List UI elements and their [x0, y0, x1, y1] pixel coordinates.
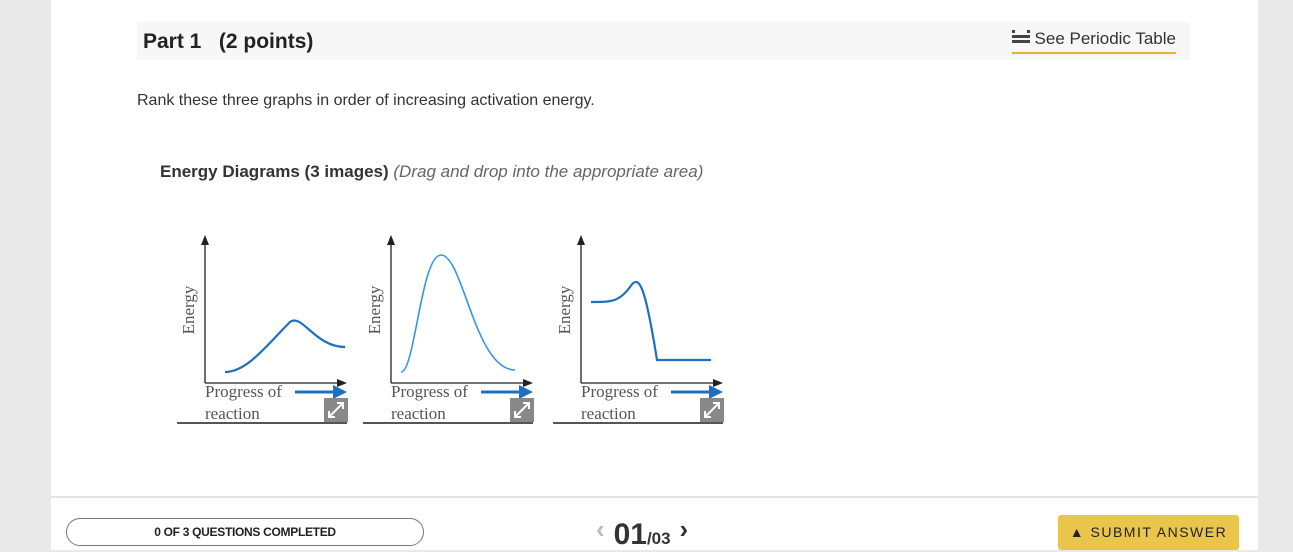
y-label: Energy	[179, 285, 198, 334]
x-label: reaction	[581, 404, 636, 423]
points: (2 points)	[218, 30, 314, 53]
separator	[51, 496, 1258, 498]
progress-arrowhead	[519, 385, 533, 399]
energy-diagram[interactable]: Energy Progress of reaction	[363, 235, 535, 427]
energy-diagram[interactable]: Energy Progress of reaction	[553, 235, 725, 427]
link-text[interactable]: See Periodic Table	[1034, 29, 1176, 48]
expand-icon	[328, 402, 344, 418]
part-title: Part 1 (2 points)	[143, 30, 313, 54]
submit-button[interactable]: ▲ SUBMIT ANSWER	[1058, 515, 1239, 550]
part-header: Part 1 (2 points) See Periodic Table	[137, 22, 1190, 60]
progress: 0 OF 3 QUESTIONS COMPLETED	[66, 518, 424, 546]
y-arrow	[577, 235, 585, 245]
content: Part 1 (2 points) See Periodic Table Ran…	[51, 0, 1258, 552]
energy-curve	[224, 319, 346, 374]
question: Rank these three graphs in order of incr…	[137, 92, 595, 109]
progress-arrowhead	[709, 385, 723, 399]
expand-icon	[514, 402, 530, 418]
periodic-table-link[interactable]: See Periodic Table	[1011, 29, 1176, 54]
table-icon	[1011, 30, 1030, 43]
progress-arrowhead	[333, 385, 347, 399]
pagination: ‹ 01/03 ›	[596, 514, 688, 552]
y-label: Energy	[365, 285, 384, 334]
total-pages: /03	[646, 529, 671, 548]
x-label: reaction	[391, 404, 446, 423]
x-label: Progress of	[205, 382, 282, 401]
y-arrow	[201, 235, 209, 245]
submit-label[interactable]: SUBMIT ANSWER	[1090, 524, 1228, 540]
part-label: Part 1	[143, 30, 202, 53]
x-label: reaction	[205, 404, 260, 423]
y-arrow	[387, 235, 395, 245]
next-button[interactable]: ›	[679, 514, 689, 544]
x-arrow	[337, 379, 347, 387]
x-arrow	[523, 379, 533, 387]
images-heading: Energy Diagrams (3 images)	[160, 162, 389, 181]
prev-button[interactable]: ‹	[596, 514, 605, 544]
energy-curve	[400, 254, 516, 373]
y-label: Energy	[555, 285, 574, 334]
instruction: (Drag and drop into the appropriate area…	[393, 162, 704, 181]
expand-icon	[704, 402, 720, 418]
x-label: Progress of	[391, 382, 468, 401]
energy-curve	[590, 280, 711, 362]
x-label: Progress of	[581, 382, 658, 401]
current-page: 01	[613, 518, 647, 551]
x-arrow	[713, 379, 723, 387]
energy-diagram[interactable]: Energy Progress of reaction	[177, 235, 349, 427]
images-title: Energy Diagrams (3 images) (Drag and dro…	[160, 162, 703, 182]
